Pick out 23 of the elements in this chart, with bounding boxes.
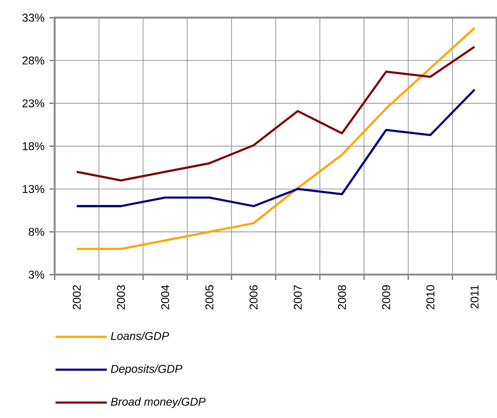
x-tick-label: 2007 [294,285,302,310]
x-tick-label: 2005 [205,285,214,310]
x-tick-label: 2010 [426,285,434,310]
legend-label: Loans/GDP [110,332,170,340]
y-tick-label: 23% [22,99,44,108]
line-series [76,88,476,208]
y-tick-label: 8% [28,228,44,236]
x-tick-label: 2004 [161,285,170,310]
x-tick-label: 2009 [382,285,390,310]
x-tick-label: 2011 [470,285,479,309]
x-tick-label: 2008 [338,285,346,310]
x-tick-label: 2003 [116,285,125,310]
x-tick-label: 2002 [72,285,81,310]
x-tick-label: 2006 [250,285,258,310]
legend-label: Broad money/GDP [110,397,206,408]
line-series [76,46,476,182]
y-tick-label: 28% [22,56,44,65]
line-series [76,26,476,250]
legend-label: Deposits/GDP [110,364,182,376]
y-tick-label: 13% [22,184,44,193]
y-tick-label: 3% [28,270,44,279]
y-tick-label: 18% [22,142,44,150]
y-tick-label: 33% [22,14,44,22]
